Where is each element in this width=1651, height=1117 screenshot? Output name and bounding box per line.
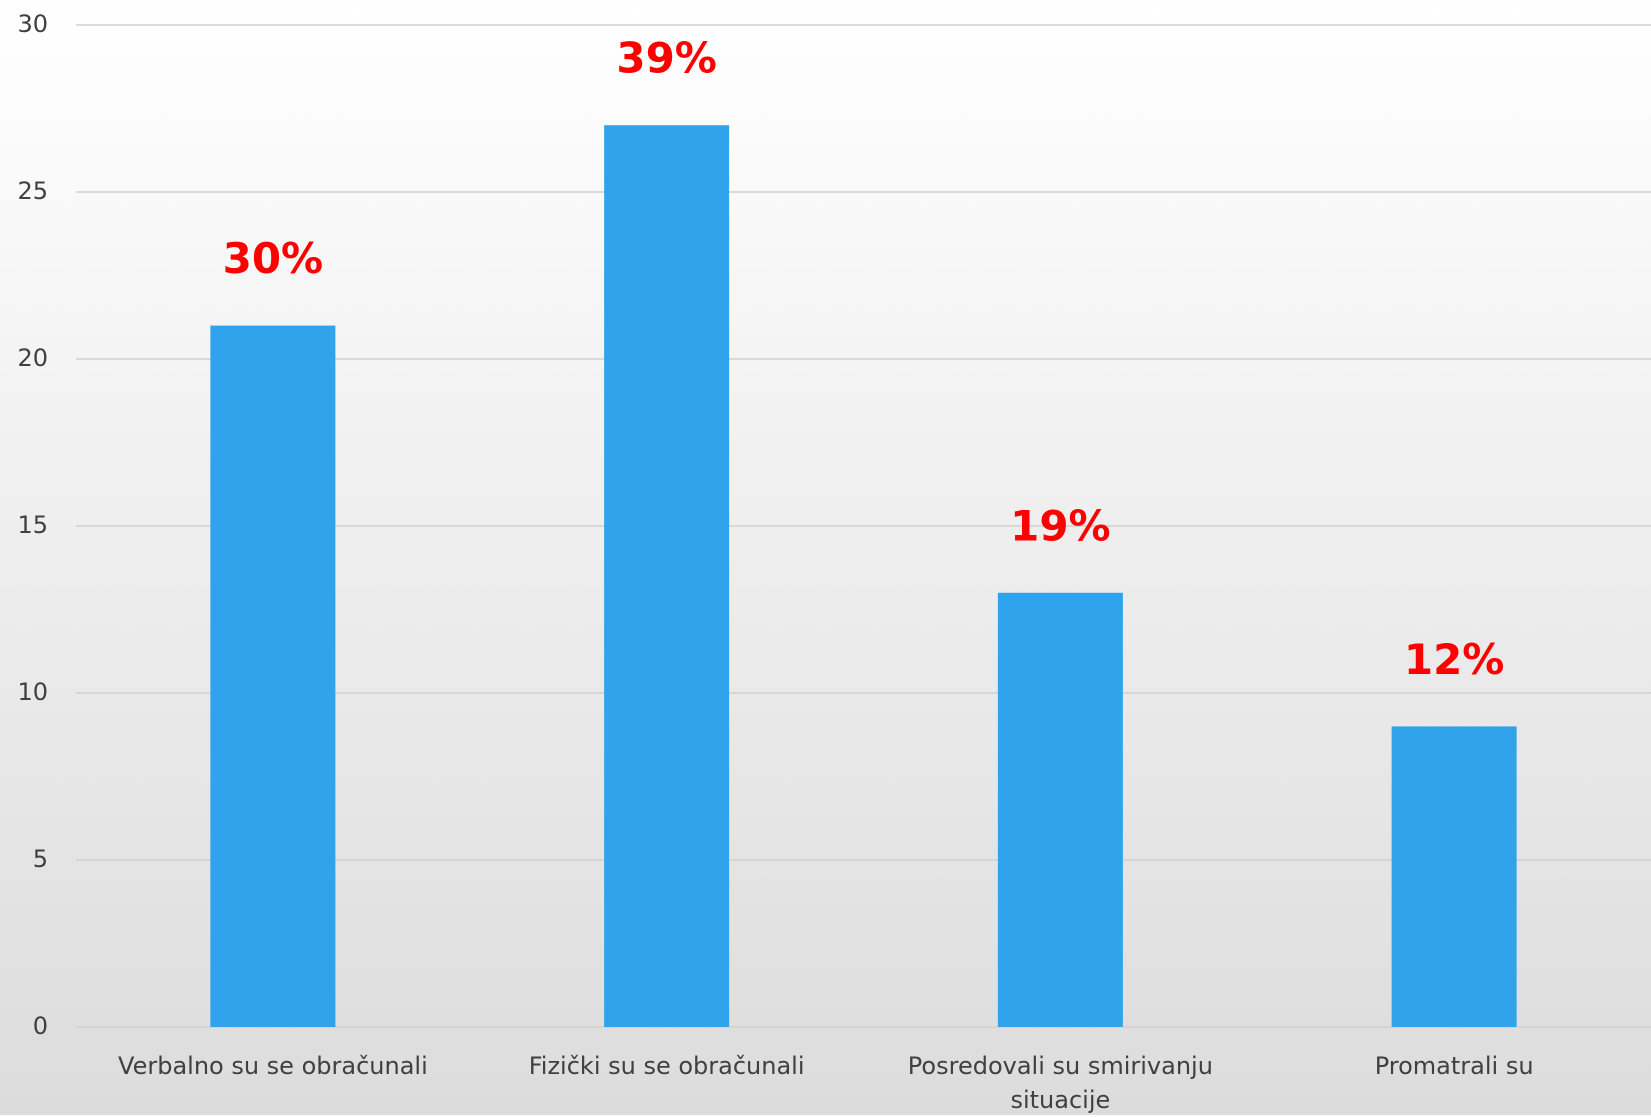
y-tick-label: 25 (17, 177, 48, 205)
percent-label: 30% (223, 234, 324, 283)
x-tick-label: Posredovali su smirivanju situacije (907, 1052, 1213, 1114)
percent-label: 19% (1010, 501, 1111, 550)
y-tick-label: 15 (17, 511, 48, 539)
bar (604, 125, 730, 1027)
x-tick-label: Verbalno su se obračunali (118, 1052, 428, 1080)
y-tick-label: 10 (17, 678, 48, 706)
y-tick-label: 5 (33, 845, 48, 873)
y-tick-label: 0 (33, 1012, 48, 1040)
percent-label: 39% (616, 34, 717, 83)
bar (997, 592, 1123, 1027)
percent-label: 12% (1404, 635, 1505, 684)
bar (1391, 726, 1517, 1027)
y-tick-label: 20 (17, 344, 48, 372)
x-tick-label: Fizički su se obračunali (528, 1052, 805, 1080)
bar (210, 325, 336, 1028)
y-tick-label: 30 (17, 10, 48, 38)
x-tick-label: Promatrali su (1374, 1052, 1534, 1080)
